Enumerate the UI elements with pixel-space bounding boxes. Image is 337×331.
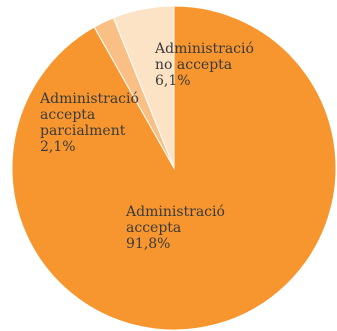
slice-label-line: no accepta <box>155 57 232 73</box>
slice-label-line: accepta <box>40 107 95 123</box>
slice-label-line: Administració <box>39 91 139 107</box>
pie-slices <box>11 5 337 331</box>
slice-label-line: 2,1% <box>40 139 76 155</box>
slice-label: Administració no accepta 6,1% <box>154 41 254 89</box>
pie-labels: Administració accepta 91,8%Administració ac… <box>39 41 254 252</box>
pie-slice <box>112 5 175 169</box>
slice-label-line: 6,1% <box>155 73 191 89</box>
slice-label: Administració accepta 91,8% <box>125 204 225 252</box>
slice-label: Administració accepta parcialment 2,1% <box>39 91 139 155</box>
slice-label-line: accepta <box>126 220 181 236</box>
slice-label-line: parcialment <box>40 123 126 139</box>
slice-label-line: 91,8% <box>126 236 170 252</box>
slice-label-line: Administració <box>154 41 254 57</box>
slice-label-line: Administració <box>125 204 225 220</box>
